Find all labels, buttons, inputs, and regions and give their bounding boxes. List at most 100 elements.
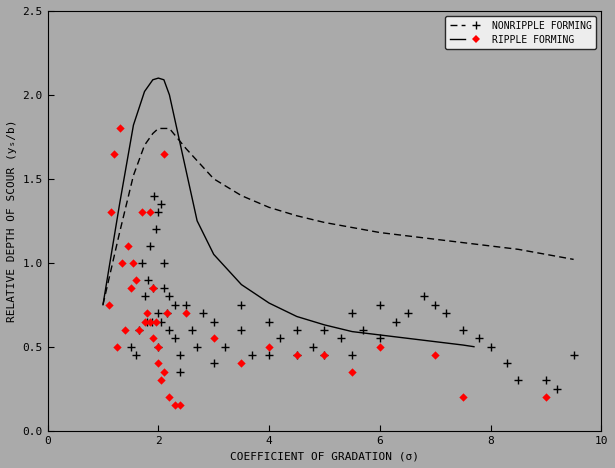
Point [175, 402, 185, 409]
Point [237, 326, 247, 334]
Point [153, 309, 163, 317]
Point [148, 284, 157, 292]
Point [181, 309, 191, 317]
Point [137, 259, 146, 266]
Point [276, 335, 285, 342]
Point [145, 318, 155, 325]
Point [164, 326, 174, 334]
Point [145, 209, 155, 216]
Point [430, 301, 440, 308]
Point [149, 192, 159, 199]
Point [375, 335, 385, 342]
Point [192, 343, 202, 351]
Point [164, 292, 174, 300]
Point [151, 318, 161, 325]
Point [430, 351, 440, 359]
Point [142, 309, 152, 317]
Point [347, 351, 357, 359]
Point [347, 309, 357, 317]
Point [181, 301, 191, 308]
Point [153, 343, 163, 351]
Point [375, 301, 385, 308]
Point [148, 335, 157, 342]
Point [134, 326, 144, 334]
Point [106, 209, 116, 216]
Point [125, 343, 135, 351]
Point [486, 343, 496, 351]
Point [109, 150, 119, 157]
Point [186, 326, 196, 334]
Point [145, 242, 155, 250]
Point [292, 351, 302, 359]
Point [458, 393, 468, 401]
Point [134, 326, 144, 334]
Point [159, 259, 169, 266]
Point [143, 276, 153, 283]
Point [123, 242, 133, 250]
Point [552, 385, 562, 392]
Point [159, 284, 169, 292]
Point [292, 351, 302, 359]
Point [320, 351, 330, 359]
Point [209, 335, 219, 342]
Point [209, 360, 219, 367]
Point [140, 318, 149, 325]
Point [175, 351, 185, 359]
Point [140, 292, 149, 300]
Point [162, 309, 172, 317]
Point [569, 351, 579, 359]
Point [170, 402, 180, 409]
Legend: NONRIPPLE FORMING, RIPPLE FORMING: NONRIPPLE FORMING, RIPPLE FORMING [445, 16, 597, 50]
Point [264, 343, 274, 351]
Point [309, 343, 319, 351]
Point [137, 209, 146, 216]
Point [375, 343, 385, 351]
Point [264, 318, 274, 325]
Point [120, 326, 130, 334]
Point [159, 150, 169, 157]
Point [237, 360, 247, 367]
Point [147, 318, 157, 325]
Point [347, 368, 357, 376]
Point [151, 226, 161, 233]
Y-axis label: RELATIVE DEPTH OF SCOUR (yₛ/b): RELATIVE DEPTH OF SCOUR (yₛ/b) [7, 119, 17, 322]
Point [320, 351, 330, 359]
Point [156, 200, 166, 208]
Point [514, 377, 523, 384]
Point [117, 259, 127, 266]
Point [114, 124, 124, 132]
Point [336, 335, 346, 342]
Point [320, 326, 330, 334]
Point [112, 343, 122, 351]
Point [131, 276, 141, 283]
Point [153, 209, 163, 216]
Point [442, 309, 451, 317]
Point [156, 377, 166, 384]
Point [153, 360, 163, 367]
Point [237, 301, 247, 308]
Point [156, 318, 166, 325]
Point [359, 326, 368, 334]
Point [292, 326, 302, 334]
Point [142, 318, 152, 325]
Point [103, 301, 113, 308]
Point [541, 377, 551, 384]
Point [220, 343, 230, 351]
Point [131, 351, 141, 359]
Point [403, 309, 413, 317]
Point [170, 335, 180, 342]
Point [129, 259, 138, 266]
Point [502, 360, 512, 367]
Point [419, 292, 429, 300]
Point [148, 284, 157, 292]
Point [458, 326, 468, 334]
Point [541, 393, 551, 401]
Point [392, 318, 402, 325]
X-axis label: COEFFICIENT OF GRADATION (σ): COEFFICIENT OF GRADATION (σ) [230, 451, 419, 461]
Point [153, 343, 163, 351]
Point [164, 393, 174, 401]
Point [125, 284, 135, 292]
Point [198, 309, 208, 317]
Point [175, 368, 185, 376]
Point [264, 351, 274, 359]
